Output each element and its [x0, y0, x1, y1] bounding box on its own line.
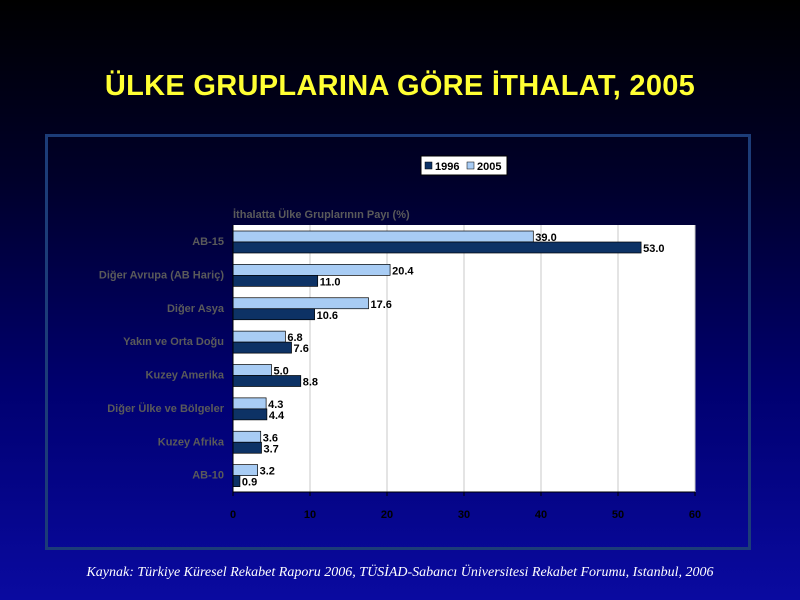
data-label-2005: 3.2 [260, 466, 275, 478]
data-label-1996: 3.7 [263, 443, 278, 455]
legend-swatch-1996 [424, 161, 433, 170]
chart-subtitle: İthalatta Ülke Gruplarının Payı (%) [233, 208, 410, 221]
data-label-1996: 8.8 [303, 377, 318, 389]
data-label-1996: 4.4 [269, 410, 285, 422]
bar-2005 [232, 464, 258, 476]
data-label-2005: 17.6 [371, 299, 392, 311]
bar-1996 [232, 341, 292, 354]
bar-chart: İthalatta Ülke Gruplarının Payı (%) 1996 2… [99, 155, 701, 521]
chart-frame: İthalatta Ülke Gruplarının Payı (%) 1996 2… [45, 134, 751, 550]
category-label: AB-10 [192, 470, 224, 482]
bar-2005 [232, 264, 391, 276]
data-label-2005: 5.0 [274, 366, 289, 378]
bar-2005 [232, 364, 272, 376]
category-label: Diğer Ülke ve Bölgeler [107, 402, 224, 415]
x-tick-label: 40 [535, 509, 547, 521]
bar-1996 [232, 375, 302, 387]
category-label: Kuzey Amerika [146, 370, 225, 382]
category-label: AB-15 [192, 236, 224, 248]
data-label-2005: 20.4 [392, 265, 414, 277]
bar-1996 [232, 441, 262, 454]
data-label-2005: 3.6 [263, 432, 278, 444]
legend-swatch-2005 [466, 161, 475, 170]
bar-1996 [232, 475, 241, 487]
data-label-1996: 7.6 [294, 343, 309, 355]
x-tick-label: 0 [230, 509, 236, 521]
bar-1996 [232, 408, 268, 421]
bar-2005 [232, 230, 534, 243]
data-label-2005: 39.0 [535, 232, 556, 244]
source-note: Kaynak: Türkiye Küresel Rekabet Raporu 2… [86, 565, 714, 580]
bar-2005 [232, 430, 262, 443]
bar-1996 [232, 275, 319, 287]
legend-label-1996: 1996 [435, 161, 459, 173]
bar-2005 [232, 330, 286, 343]
data-label-1996: 53.0 [643, 243, 664, 255]
bar-1996 [232, 241, 642, 254]
data-label-1996: 0.9 [242, 477, 257, 489]
category-label: Diğer Asya [167, 303, 225, 315]
x-tick-label: 50 [612, 509, 624, 521]
legend-label-2005: 2005 [477, 161, 501, 173]
bar-1996 [232, 308, 315, 321]
data-label-2005: 6.8 [287, 332, 302, 344]
x-tick-label: 30 [458, 509, 470, 521]
x-tick-label: 20 [381, 509, 393, 521]
data-label-1996: 10.6 [317, 310, 338, 322]
x-tick-label: 60 [689, 509, 701, 521]
data-label-1996: 11.0 [320, 276, 341, 288]
bar-2005 [232, 397, 267, 410]
category-label: Yakın ve Orta Doğu [123, 336, 224, 348]
slide-title: ÜLKE GRUPLARINA GÖRE İTHALAT, 2005 [104, 70, 696, 102]
x-tick-label: 10 [304, 509, 316, 521]
bar-2005 [232, 297, 369, 310]
legend-box [420, 155, 508, 176]
category-label: Diğer Avrupa (AB Hariç) [99, 269, 224, 281]
data-label-2005: 4.3 [268, 399, 283, 411]
category-label: Kuzey Afrika [158, 436, 225, 448]
